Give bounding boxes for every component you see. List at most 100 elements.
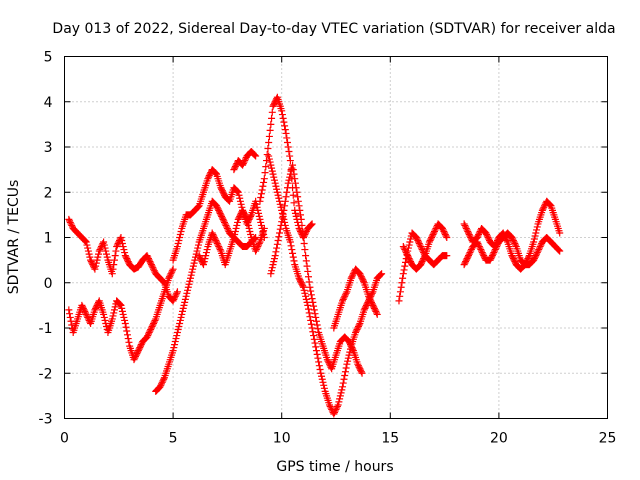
data-point <box>209 230 217 238</box>
data-point <box>173 329 181 337</box>
data-point <box>149 321 157 329</box>
data-point <box>467 246 475 254</box>
data-point <box>373 310 381 318</box>
y-tick-label: 4 <box>44 95 53 111</box>
data-point <box>90 264 98 272</box>
data-point <box>267 120 275 128</box>
data-point <box>99 240 107 248</box>
series-track-a <box>65 215 181 305</box>
data-point <box>254 243 262 251</box>
data-point <box>405 255 413 263</box>
data-point <box>483 232 491 240</box>
data-point <box>532 252 540 260</box>
y-tick-label: 3 <box>44 140 53 156</box>
data-point <box>367 298 375 306</box>
data-point <box>66 217 74 225</box>
data-point <box>508 252 516 260</box>
data-point <box>418 246 426 254</box>
data-point <box>416 241 424 249</box>
data-point <box>120 313 128 321</box>
data-point <box>286 238 294 246</box>
data-point <box>360 277 368 285</box>
data-point <box>290 257 298 265</box>
data-point <box>200 258 208 266</box>
data-point <box>240 158 248 166</box>
data-point <box>267 161 275 169</box>
data-point <box>252 247 260 255</box>
data-point <box>407 235 415 243</box>
data-point <box>315 362 323 370</box>
data-point <box>81 237 89 245</box>
data-point <box>147 259 155 267</box>
data-point <box>220 217 228 225</box>
series-track-b <box>65 265 177 364</box>
data-point <box>202 252 210 260</box>
data-point <box>341 291 349 299</box>
data-point <box>112 247 120 255</box>
data-point <box>342 289 350 297</box>
data-point <box>120 246 128 254</box>
data-point <box>274 191 282 199</box>
data-point <box>166 271 174 279</box>
data-point <box>273 188 281 196</box>
data-point <box>315 358 323 366</box>
data-point <box>337 389 345 397</box>
data-point <box>349 271 357 279</box>
data-point <box>204 175 212 183</box>
data-point <box>175 237 183 245</box>
data-point <box>535 244 543 252</box>
data-point <box>331 408 339 416</box>
data-point <box>118 237 126 245</box>
data-point <box>352 329 360 337</box>
data-point <box>179 307 187 315</box>
data-point <box>313 321 321 329</box>
data-point <box>144 255 152 263</box>
data-point <box>262 163 270 171</box>
data-point <box>176 230 184 238</box>
data-point <box>311 339 319 347</box>
data-point <box>214 205 222 213</box>
data-point <box>218 212 226 220</box>
data-point <box>182 292 190 300</box>
data-point <box>509 237 517 245</box>
data-point <box>283 134 291 142</box>
data-point <box>108 315 116 323</box>
data-point <box>511 240 519 248</box>
data-point <box>402 249 410 257</box>
data-point <box>144 330 152 338</box>
data-point <box>118 304 126 312</box>
data-point <box>189 265 197 273</box>
data-point <box>488 252 496 260</box>
data-point <box>184 283 192 291</box>
data-point <box>365 292 373 300</box>
data-point <box>267 270 275 278</box>
data-point <box>474 232 482 240</box>
data-point <box>171 338 179 346</box>
data-point <box>533 226 541 234</box>
data-point <box>234 188 242 196</box>
data-point <box>66 313 74 321</box>
data-point <box>121 249 129 257</box>
data-point <box>415 240 423 248</box>
x-tick-label: 0 <box>60 431 69 447</box>
data-point <box>174 240 182 248</box>
data-point <box>283 184 291 192</box>
data-point <box>463 255 471 263</box>
data-point <box>125 338 133 346</box>
data-point <box>237 200 245 208</box>
data-point <box>219 188 227 196</box>
data-point <box>168 268 176 276</box>
data-point <box>376 271 384 279</box>
data-point <box>354 362 362 370</box>
data-point <box>146 327 154 335</box>
data-point <box>290 199 298 207</box>
data-point <box>103 253 111 261</box>
data-point <box>250 151 258 159</box>
data-point <box>299 227 307 235</box>
x-tick-label: 25 <box>599 431 617 447</box>
data-point <box>377 270 385 278</box>
data-point <box>300 286 308 294</box>
data-point <box>291 179 299 187</box>
data-point <box>93 256 101 264</box>
